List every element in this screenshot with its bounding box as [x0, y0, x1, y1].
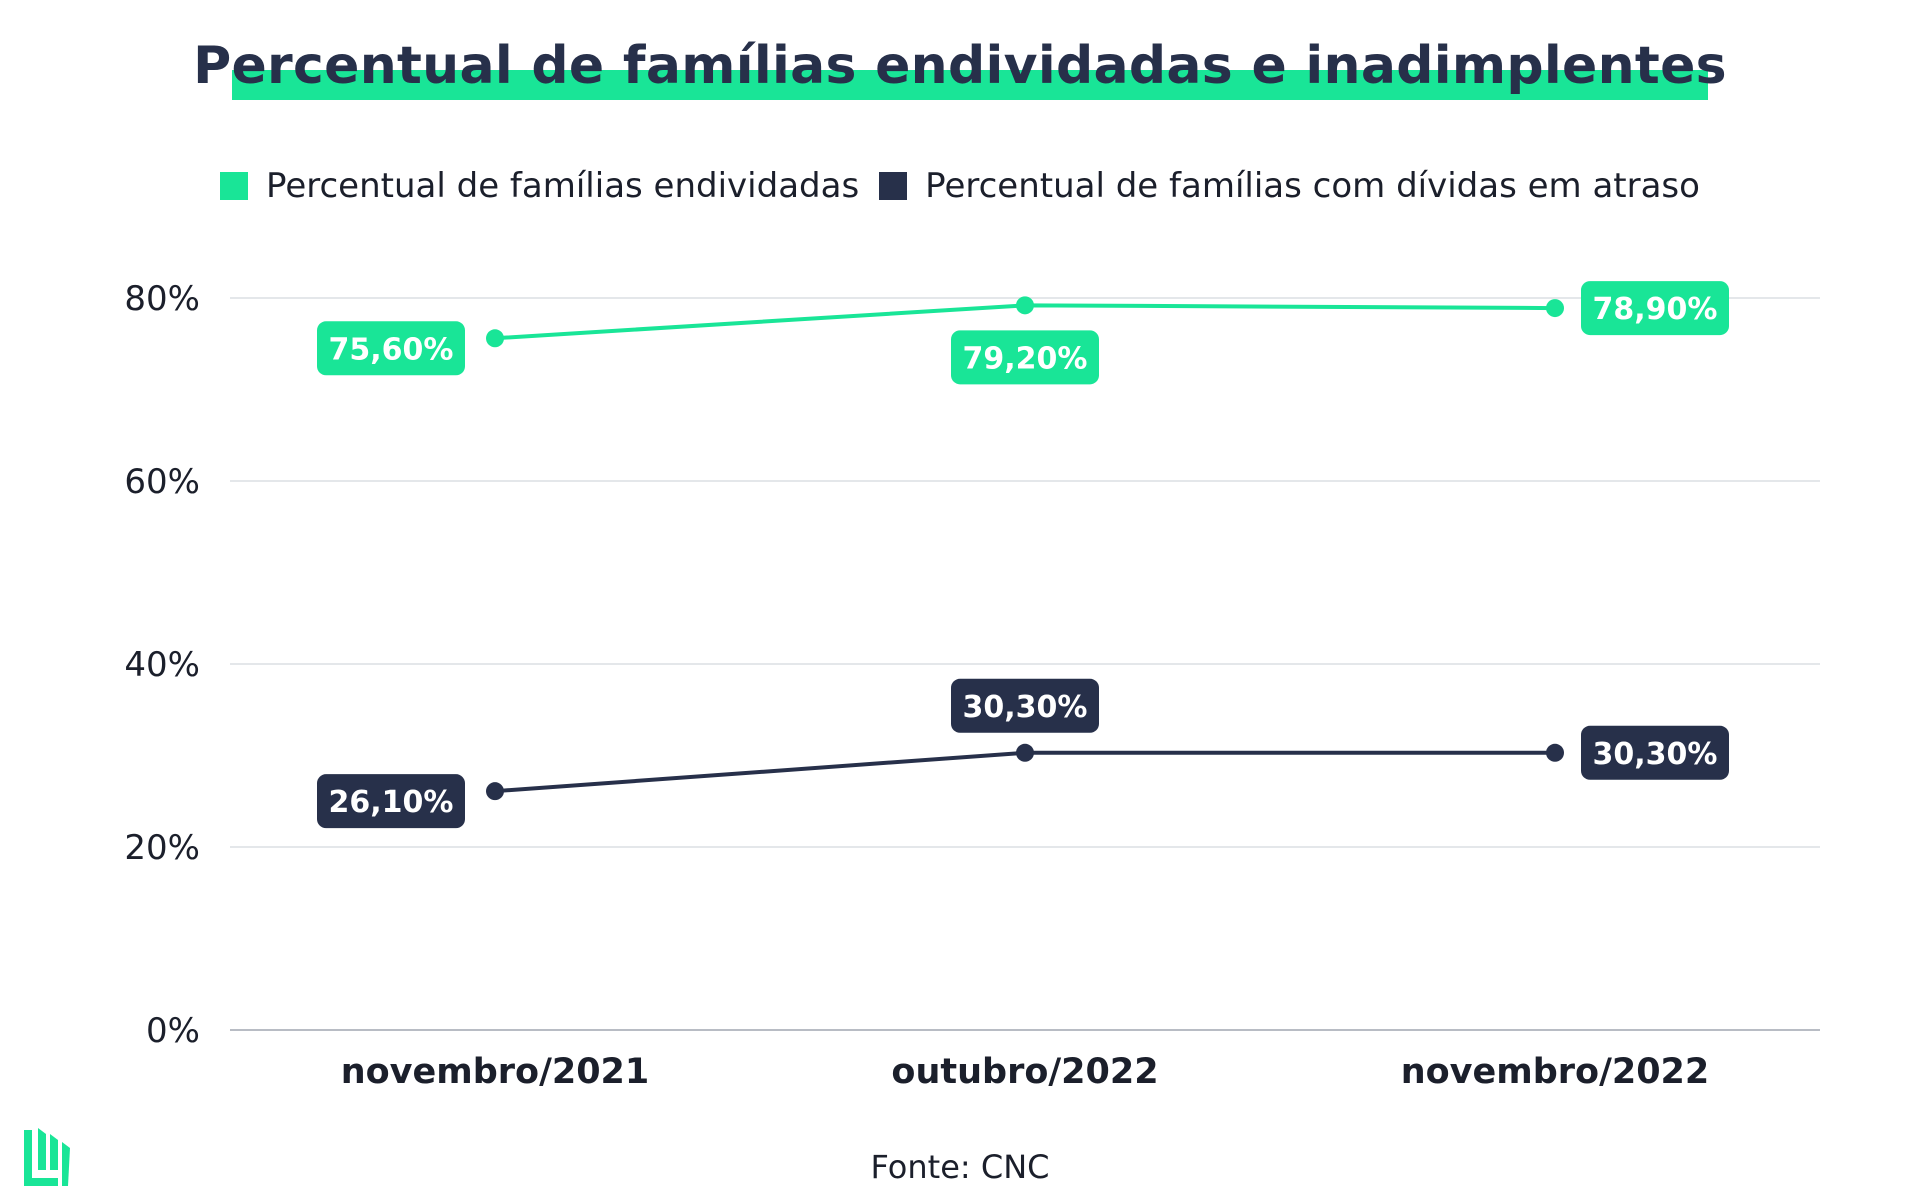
x-tick-label: novembro/2021 — [341, 1052, 650, 1092]
data-label-text: 30,30% — [1593, 737, 1718, 772]
source-note: Fonte: CNC — [870, 1148, 1050, 1186]
data-point-0-0 — [486, 329, 504, 348]
x-tick-label: outubro/2022 — [891, 1052, 1158, 1092]
x-tick-label: novembro/2022 — [1401, 1052, 1710, 1092]
data-label-0-2: 78,90% — [1581, 281, 1729, 336]
series-points — [486, 296, 1564, 801]
data-label-text: 26,10% — [329, 785, 454, 820]
chart-legend: Percentual de famílias endividadas Perce… — [0, 166, 1920, 206]
x-axis-ticks: novembro/2021 outubro/2022 novembro/2022 — [341, 1052, 1710, 1092]
data-point-1-0 — [486, 782, 504, 801]
data-label-0-1: 79,20% — [951, 330, 1099, 385]
chart-title-container: Percentual de famílias endividadas e ina… — [0, 36, 1920, 96]
data-label-box — [951, 330, 1099, 385]
data-label-0-0: 75,60% — [317, 321, 465, 376]
data-label-box — [951, 678, 1099, 733]
data-label-1-0: 26,10% — [317, 774, 465, 829]
data-label-text: 30,30% — [963, 690, 1088, 725]
data-label-box — [1581, 281, 1729, 336]
data-label-text: 79,20% — [963, 341, 1088, 376]
legend-label-atraso: Percentual de famílias com dívidas em at… — [925, 166, 1700, 206]
data-label-text: 75,60% — [329, 332, 454, 367]
y-tick-label: 0% — [146, 1011, 200, 1051]
chart-title: Percentual de famílias endividadas e ina… — [193, 36, 1727, 96]
y-tick-label: 20% — [124, 828, 200, 868]
data-label-box — [1581, 725, 1729, 780]
brand-logo-icon — [24, 1128, 70, 1186]
data-label-box — [317, 321, 465, 376]
data-label-1-2: 30,30% — [1581, 725, 1729, 780]
legend-item-atraso: Percentual de famílias com dívidas em at… — [879, 166, 1700, 206]
data-point-0-1 — [1016, 296, 1034, 315]
data-point-1-1 — [1016, 743, 1034, 762]
data-point-1-2 — [1546, 743, 1564, 762]
data-labels: 75,60% 79,20% 78,90% 26,10% 30,30% 30,30% — [317, 281, 1729, 829]
y-axis-ticks: 0% 20% 40% 60% 80% — [124, 279, 200, 1051]
title-highlight — [232, 70, 1708, 100]
legend-swatch-endividadas — [220, 172, 249, 200]
y-tick-label: 80% — [124, 279, 200, 319]
legend-label-endividadas: Percentual de famílias endividadas — [266, 166, 860, 206]
data-label-text: 78,90% — [1593, 292, 1718, 327]
legend-swatch-atraso — [879, 172, 908, 200]
y-tick-label: 40% — [124, 645, 200, 685]
y-tick-label: 60% — [124, 462, 200, 502]
data-label-box — [317, 774, 465, 829]
data-label-1-1: 30,30% — [951, 678, 1099, 733]
data-point-0-2 — [1546, 299, 1564, 318]
grid-lines — [230, 297, 1820, 1031]
legend-item-endividadas: Percentual de famílias endividadas — [220, 166, 859, 206]
